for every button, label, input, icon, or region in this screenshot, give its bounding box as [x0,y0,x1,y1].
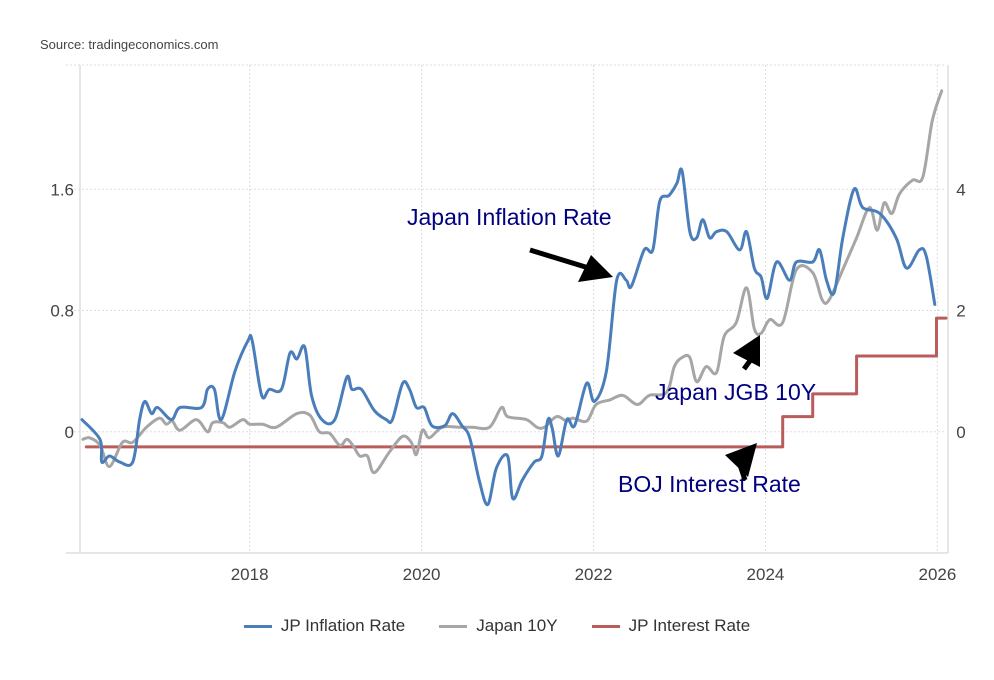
x-tick-label: 2020 [403,565,441,584]
grid [66,64,946,553]
x-tick-label: 2026 [918,565,956,584]
legend-swatch [439,624,468,628]
x-tick-label: 2024 [747,565,785,584]
series-lines [80,89,948,507]
y-left-tick-label: 0.8 [50,302,74,321]
series-line-jp-inflation-rate [80,167,937,507]
legend: JP Inflation Rate Japan 10Y JP Interest … [0,616,994,636]
x-tick-label: 2018 [231,565,269,584]
annotation-boj-label: BOJ Interest Rate [618,471,801,497]
arrow-icon [725,443,757,481]
legend-item-inflation[interactable]: JP Inflation Rate [243,616,405,636]
arrow-icon [529,247,613,282]
series-line-jp-interest-rate [84,316,948,449]
axes: 2018 2020 2022 2024 2026 0 0.8 1.6 0 2 4 [50,65,966,584]
y-left-tick-label: 0 [65,423,74,442]
annotation-inflation-label: Japan Inflation Rate [407,204,612,230]
y-right-tick-label: 0 [956,423,965,442]
annotation-jgb-label: Japan JGB 10Y [655,379,816,405]
legend-item-interest[interactable]: JP Interest Rate [591,616,750,636]
legend-swatch [243,624,272,628]
arrow-icon [733,335,760,371]
y-left-tick-label: 1.6 [50,180,74,199]
legend-item-10y[interactable]: Japan 10Y [439,616,558,636]
source-note: Source: tradingeconomics.com [40,37,219,52]
x-tick-label: 2022 [575,565,613,584]
series-line-japan-10y [81,89,944,475]
y-right-tick-label: 4 [956,180,965,199]
legend-swatch [591,624,620,628]
y-right-tick-label: 2 [956,302,965,321]
annotations: Japan Inflation Rate Japan JGB 10Y BOJ I… [407,204,816,497]
